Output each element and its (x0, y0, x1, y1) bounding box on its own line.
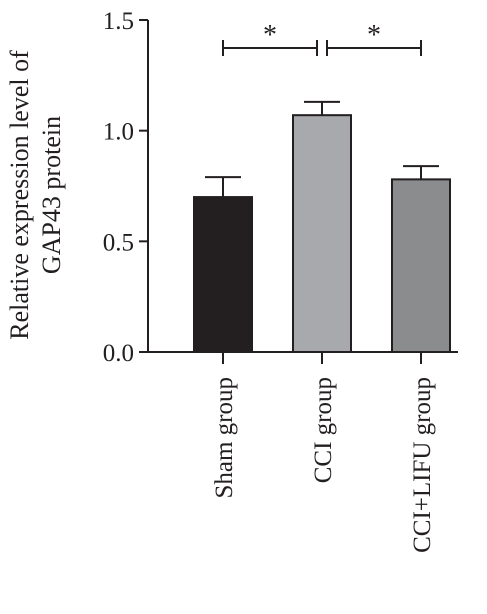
significance-marker: * (263, 20, 277, 51)
y-tick-label: 1.0 (103, 119, 134, 146)
x-category-label: Sham group (211, 377, 238, 499)
plot-area: 0.0 0.5 1.0 1.5 Sham group CCI group CCI+LIFU … (103, 8, 458, 553)
y-axis-title: Relative expression level of GAP43 prote… (5, 50, 66, 340)
y-tick-label: 0.5 (103, 229, 134, 256)
bar (193, 196, 253, 353)
y-tick-label: 1.5 (103, 8, 134, 35)
bar (391, 178, 451, 353)
bar (292, 114, 352, 353)
y-tick-label: 0.0 (103, 340, 134, 367)
x-category-label: CCI+LIFU group (409, 377, 436, 553)
y-axis-title-line-2: GAP43 protein (37, 116, 66, 274)
significance-marker: * (367, 20, 381, 51)
x-category-label: CCI group (310, 377, 337, 483)
y-axis-title-line-1: Relative expression level of (5, 50, 34, 340)
